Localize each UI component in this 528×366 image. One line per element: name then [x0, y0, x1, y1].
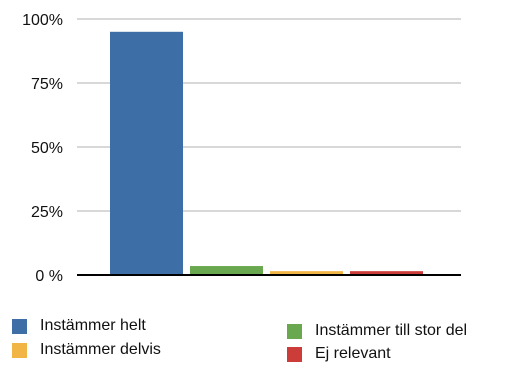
legend-item-instammer-helt: Instämmer helt: [12, 317, 146, 335]
legend-label: Instämmer delvis: [40, 341, 161, 358]
bar-chart: 0 % 25% 50% 75% 100%: [22, 12, 461, 285]
legend-item-instammer-till-stor-del: Instämmer till stor del: [287, 322, 467, 340]
legend-swatch: [287, 323, 302, 339]
bar-instämmer-delvis: [270, 271, 343, 275]
bar-instämmer-helt: [110, 31, 183, 275]
y-tick-label: 0 %: [35, 268, 63, 285]
bar-instämmer-till-stor-del: [190, 266, 263, 275]
y-tick-label: 75%: [31, 76, 63, 93]
legend-item-instammer-delvis: Instämmer delvis: [12, 341, 161, 359]
legend-label: Instämmer helt: [40, 317, 146, 334]
y-tick-label: 100%: [22, 12, 63, 29]
legend-swatch: [287, 346, 302, 362]
bars: [110, 31, 423, 275]
y-tick-label: 25%: [31, 204, 63, 221]
legend-label: Ej relevant: [315, 345, 391, 362]
legend-item-ej-relevant: Ej relevant: [287, 345, 391, 363]
bar-ej-relevant: [350, 271, 423, 275]
legend-label: Instämmer till stor del: [315, 322, 468, 339]
y-tick-label: 50%: [31, 140, 63, 157]
legend-swatch: [12, 342, 27, 358]
y-axis-ticks: 0 % 25% 50% 75% 100%: [22, 12, 63, 285]
legend-swatch: [12, 318, 27, 334]
